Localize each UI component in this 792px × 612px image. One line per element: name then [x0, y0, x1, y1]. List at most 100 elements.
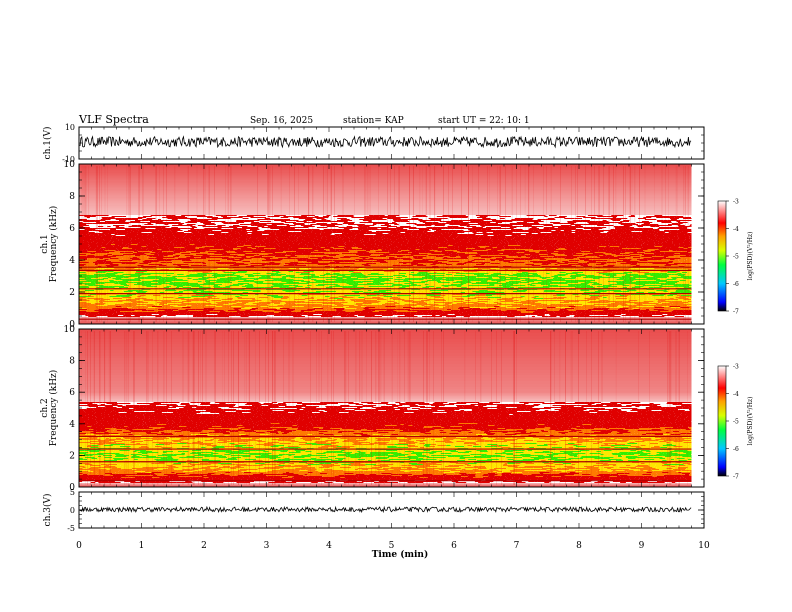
spec1-cell — [296, 268, 300, 269]
spec1-cell — [318, 245, 328, 246]
spec1-cell — [375, 219, 387, 220]
spec1-cell — [609, 247, 619, 248]
spec1-cell — [416, 241, 422, 242]
spec1-cell — [545, 235, 552, 236]
spec1-cell — [363, 274, 368, 275]
spec1-cell — [215, 238, 227, 239]
spec1-cell — [464, 262, 476, 263]
spec1-cell — [590, 251, 599, 252]
spec1-cell — [244, 254, 257, 255]
spec1-cell — [570, 256, 580, 257]
spec1-cell — [524, 252, 536, 253]
spec1-cell — [101, 274, 108, 275]
spec1-cell — [400, 221, 410, 222]
spec1-cell — [322, 230, 332, 231]
spec1-cell — [205, 236, 213, 237]
spec1-cell — [94, 236, 102, 237]
spec1-cell — [116, 262, 123, 263]
spec1-cell — [183, 233, 193, 234]
spec1-cell — [558, 240, 566, 241]
spec1-cell — [205, 271, 213, 272]
spec1-cell — [138, 230, 148, 231]
spec1-cell — [135, 239, 143, 240]
spec1-cell — [684, 230, 692, 231]
spec1-cell — [522, 237, 533, 238]
spec1-cell — [329, 251, 338, 252]
spec1-cell — [503, 261, 510, 262]
spec1-cell — [190, 253, 201, 254]
spec1-cell — [502, 243, 506, 244]
spec1-cell — [226, 259, 235, 260]
spec1-cell — [629, 254, 642, 255]
spec1-cell — [487, 276, 493, 277]
spec1-cell — [454, 275, 466, 276]
spec1-cell — [95, 265, 106, 266]
spec1-cell — [122, 274, 130, 275]
spec1-cell — [174, 222, 181, 223]
spec1-cell — [98, 277, 108, 278]
spec1-cell — [86, 230, 93, 231]
spec1-cell — [478, 237, 486, 238]
spec1-cell — [110, 276, 120, 277]
spec1-cell — [209, 250, 221, 251]
spec1-cell — [489, 259, 493, 260]
spec1-cell — [255, 243, 266, 244]
spec1-cell — [438, 247, 447, 248]
spec1-cell — [499, 234, 506, 235]
spec1-cell — [487, 241, 493, 242]
spec1-cell — [672, 246, 680, 247]
spec1-cell — [581, 239, 594, 240]
spec1-cell — [599, 255, 604, 256]
spec1-cell — [481, 239, 490, 240]
spec1-cell — [173, 266, 180, 267]
spec1-cell — [690, 234, 692, 235]
spec1-cell — [354, 243, 366, 244]
spec1-cell — [130, 232, 138, 233]
spec1-cell — [276, 236, 285, 237]
spec1-cell — [433, 268, 441, 269]
spec1-cell — [638, 239, 642, 240]
spec1-cell — [399, 262, 411, 263]
spec1-cell — [457, 278, 464, 279]
spec1-cell — [95, 272, 103, 273]
spec1-cell — [146, 249, 158, 250]
spec1-cell — [492, 239, 499, 240]
spec1-cell — [131, 230, 139, 231]
spec1-cell — [170, 242, 182, 243]
spec1-cell — [161, 235, 174, 236]
spec1-cell — [677, 239, 686, 240]
spec1-cell — [667, 220, 679, 221]
spec1-cell — [630, 256, 642, 257]
spec1-cell — [366, 279, 378, 280]
spec1-cell — [493, 253, 500, 254]
spec1-cell — [688, 278, 692, 279]
spec1-cell — [619, 258, 629, 259]
spec1-cell — [105, 268, 115, 269]
spec1-cell — [531, 227, 537, 228]
spec1-cell — [546, 279, 554, 280]
spec1-row — [79, 208, 692, 209]
spec1-cell — [545, 277, 551, 278]
spec1-cell — [513, 272, 523, 273]
spec1-cell — [274, 220, 285, 221]
spec1-cell — [538, 245, 544, 246]
spec1-cell — [178, 224, 183, 225]
spec1-cell — [655, 236, 663, 237]
spec1-cell — [453, 222, 464, 223]
spec1-cell — [206, 245, 218, 246]
spec1-cell — [84, 265, 96, 266]
spec1-cell — [520, 243, 525, 244]
spec1-cell — [606, 250, 616, 251]
spec1-cell — [479, 254, 488, 255]
spec1-row — [79, 187, 692, 188]
spec1-cell — [557, 264, 569, 265]
spec1-cell — [530, 246, 543, 247]
spec1-cell — [165, 217, 178, 218]
spec1-cell — [677, 248, 684, 249]
spec1-cell — [157, 244, 170, 245]
spec1-cell — [382, 248, 391, 249]
spec1-cell — [79, 245, 90, 246]
spec1-cell — [239, 278, 250, 279]
spec1-cell — [566, 250, 573, 251]
spec1-cell — [208, 272, 213, 273]
